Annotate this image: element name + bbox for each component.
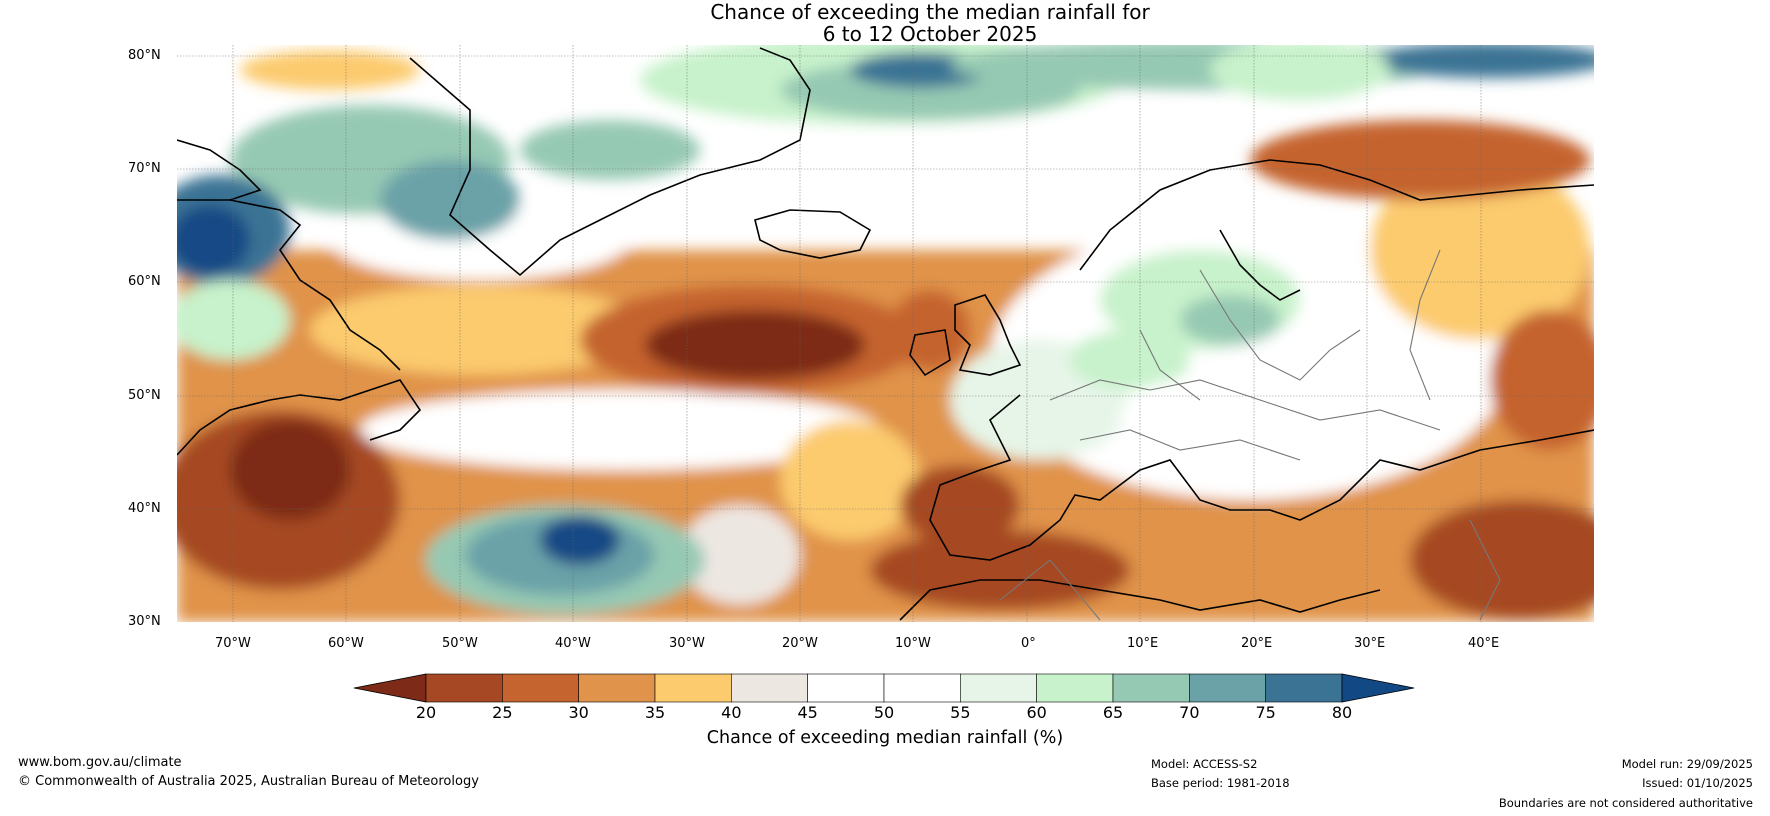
coastlines: [177, 47, 1594, 621]
colorbar-tick: 45: [797, 703, 818, 722]
graticule: [177, 45, 1594, 622]
lat-label-40n: 40°N: [128, 501, 161, 516]
lon-label-30e: 30°E: [1354, 636, 1386, 651]
lon-label-40w: 40°W: [555, 636, 591, 651]
country-borders: [999, 249, 1501, 621]
colorbar-extend-high: [1341, 673, 1415, 703]
colorbar: [353, 673, 1415, 703]
colorbar-segment: [1036, 673, 1114, 703]
colorbar-tick: 70: [1179, 703, 1200, 722]
lon-label-10e: 10°E: [1127, 636, 1159, 651]
footer-disclaimer: Boundaries are not considered authoritat…: [1498, 796, 1753, 810]
colorbar-segment: [578, 673, 656, 703]
lon-label-20w: 20°W: [782, 636, 818, 651]
colorbar-tick: 35: [644, 703, 666, 722]
lat-label-80n: 80°N: [128, 48, 161, 63]
colorbar-segment: [1189, 673, 1266, 703]
colorbar-segment: [807, 673, 885, 703]
footer-base-period: Base period: 1981-2018: [1151, 776, 1290, 790]
lon-label-60w: 60°W: [328, 636, 364, 651]
footer-copyright: © Commonwealth of Australia 2025, Austra…: [18, 774, 479, 789]
colorbar-segment: [502, 673, 579, 703]
map-title-line2: 6 to 12 October 2025: [822, 22, 1038, 46]
colorbar-tick: 25: [492, 703, 513, 722]
lon-label-50w: 50°W: [442, 636, 478, 651]
lat-label-70n: 70°N: [128, 161, 161, 176]
colorbar-tick: 60: [1026, 703, 1047, 722]
lat-label-60n: 60°N: [128, 274, 161, 289]
lon-label-70w: 70°W: [215, 636, 251, 651]
map-title-line1: Chance of exceeding the median rainfall …: [710, 0, 1150, 24]
footer-model: Model: ACCESS-S2: [1151, 757, 1258, 771]
colorbar-tick: 30: [568, 703, 589, 722]
lon-label-0: 0°: [1021, 636, 1036, 651]
colorbar-tick: 20: [415, 703, 437, 722]
colorbar-tick: 55: [950, 703, 971, 722]
colorbar-segment: [960, 673, 1037, 703]
footer-issued: Issued: 01/10/2025: [1642, 776, 1753, 790]
colorbar-segment: [425, 673, 503, 703]
lon-label-10w: 10°W: [895, 636, 931, 651]
colorbar-segment: [883, 673, 961, 703]
lon-label-20e: 20°E: [1241, 636, 1273, 651]
colorbar-segment: [1112, 673, 1190, 703]
colorbar-tick: 50: [873, 703, 895, 722]
footer-model-run: Model run: 29/09/2025: [1621, 757, 1753, 771]
colorbar-segment: [731, 673, 808, 703]
lon-label-40e: 40°E: [1468, 636, 1500, 651]
footer-website: www.bom.gov.au/climate: [18, 755, 182, 770]
colorbar-tick: 65: [1102, 703, 1124, 722]
colorbar-segment: [654, 673, 732, 703]
colorbar-segment: [1265, 673, 1343, 703]
lat-label-50n: 50°N: [128, 388, 161, 403]
colorbar-extend-low: [353, 673, 427, 703]
lon-label-30w: 30°W: [669, 636, 705, 651]
lat-label-30n: 30°N: [128, 614, 161, 629]
colorbar-label: Chance of exceeding median rainfall (%): [706, 728, 1064, 748]
probability-field: [177, 45, 1594, 622]
colorbar-tick: 40: [721, 703, 742, 722]
colorbar-tick: 75: [1255, 703, 1276, 722]
colorbar-tick: 80: [1331, 703, 1353, 722]
